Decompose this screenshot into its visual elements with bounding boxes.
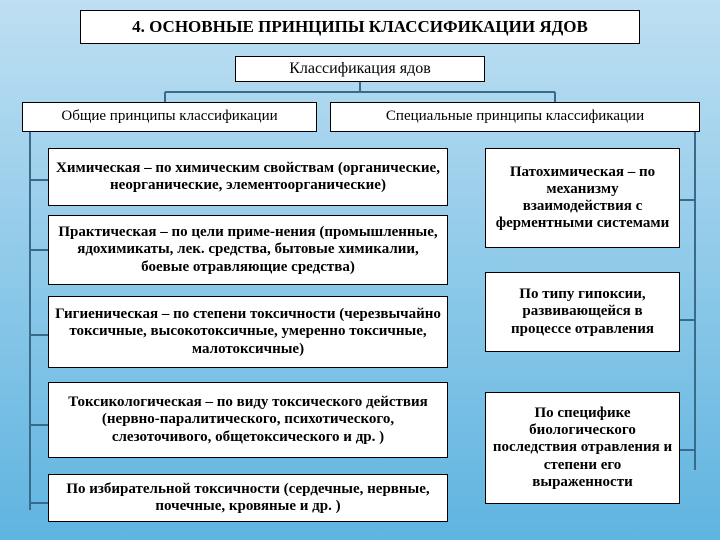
- root-box: Классификация ядов: [235, 56, 485, 82]
- left-item-3-text: Токсикологическая – по виду токсического…: [55, 394, 441, 446]
- left-item-1: Практическая – по цели приме-нения (пром…: [48, 215, 448, 285]
- left-item-4-text: По избирательной токсичности (сердечные,…: [55, 481, 441, 516]
- left-item-3: Токсикологическая – по виду токсического…: [48, 382, 448, 458]
- right-header-text: Специальные принципы классификации: [386, 108, 644, 125]
- left-item-2-text: Гигиеническая – по степени токсичности (…: [55, 306, 441, 358]
- right-item-1-text: По типу гипоксии, развивающейся в процес…: [492, 286, 673, 338]
- right-item-1: По типу гипоксии, развивающейся в процес…: [485, 272, 680, 352]
- left-header-text: Общие принципы классификации: [61, 108, 277, 125]
- left-item-0: Химическая – по химическим свойствам (ор…: [48, 148, 448, 206]
- title-text: 4. ОСНОВНЫЕ ПРИНЦИПЫ КЛАССИФИКАЦИИ ЯДОВ: [132, 17, 588, 37]
- right-item-0: Патохимическая – по механизму взаимодейс…: [485, 148, 680, 248]
- right-item-2-text: По специфике биологического последствия …: [492, 405, 673, 491]
- right-item-0-text: Патохимическая – по механизму взаимодейс…: [492, 164, 673, 233]
- left-item-4: По избирательной токсичности (сердечные,…: [48, 474, 448, 522]
- root-text: Классификация ядов: [289, 60, 431, 78]
- left-item-2: Гигиеническая – по степени токсичности (…: [48, 296, 448, 368]
- right-item-2: По специфике биологического последствия …: [485, 392, 680, 504]
- left-item-0-text: Химическая – по химическим свойствам (ор…: [55, 160, 441, 195]
- left-item-1-text: Практическая – по цели приме-нения (пром…: [55, 224, 441, 276]
- right-header-box: Специальные принципы классификации: [330, 102, 700, 132]
- left-header-box: Общие принципы классификации: [22, 102, 317, 132]
- title-box: 4. ОСНОВНЫЕ ПРИНЦИПЫ КЛАССИФИКАЦИИ ЯДОВ: [80, 10, 640, 44]
